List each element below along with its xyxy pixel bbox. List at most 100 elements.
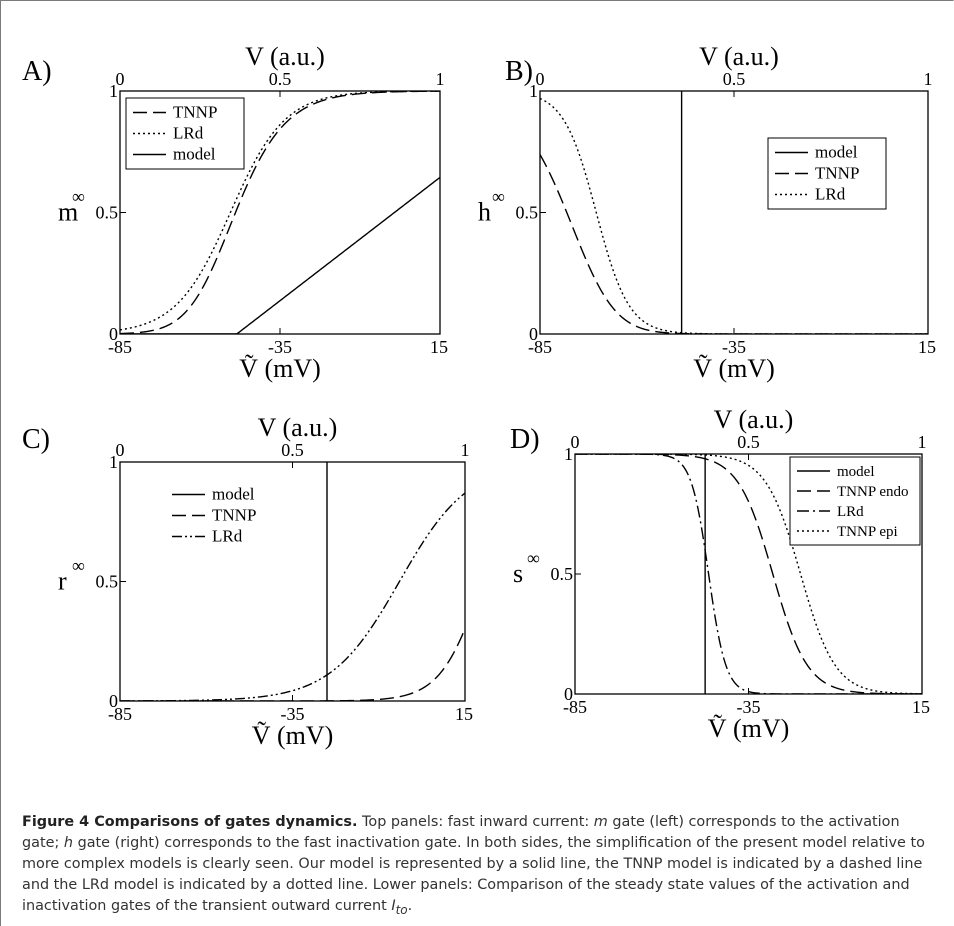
x-tick-label: -35	[268, 337, 292, 357]
caption-text-4: .	[407, 898, 413, 914]
x-tick-label: -85	[108, 704, 132, 724]
legend: model TNNP LRd	[172, 485, 256, 546]
panel-1: A) V (a.u.) 0 0.5 1 -85 -35 15 Ṽ (mV) 0 0.5 1 m∞ TNNP…	[22, 42, 448, 383]
x-axis-label: Ṽ (mV)	[252, 721, 334, 750]
y-tick-label: 0	[529, 324, 538, 344]
legend-box	[125, 97, 245, 170]
panel-label: B)	[505, 56, 533, 87]
y-tick-label: 0.5	[96, 572, 119, 592]
series-group	[120, 462, 465, 701]
series-group	[120, 91, 440, 334]
top-tick-label: 0	[571, 432, 580, 452]
legend-label: LRd	[173, 124, 204, 143]
y-tick-label: 0	[109, 324, 118, 344]
top-axis-label: V (a.u.)	[714, 405, 794, 434]
y-tick-label: 0.5	[551, 564, 574, 584]
legend-label: model	[815, 143, 858, 162]
panel-label: D)	[510, 424, 540, 455]
x-tick-label: -85	[528, 337, 552, 357]
y-axis-label: r	[58, 567, 67, 596]
x-axis-label: Ṽ (mV)	[693, 354, 775, 383]
series-group	[540, 91, 928, 334]
series-line-lrd	[540, 97, 928, 334]
figure-caption: Figure 4 Comparisons of gates dynamics. …	[22, 812, 937, 921]
y-tick-label: 1	[529, 81, 538, 101]
panel-4: D) V (a.u.) 0 0.5 1 -85 -35 15 Ṽ (mV) 0 0.5 1 s∞ mode…	[510, 405, 930, 743]
caption-text-2: gate (left) corresponds to the activatio…	[22, 814, 900, 851]
top-axis-label: V (a.u.)	[258, 413, 338, 442]
y-axis-label: m	[58, 198, 78, 227]
x-tick-label: 15	[912, 697, 930, 717]
top-tick-label: 0.5	[723, 69, 746, 89]
top-tick-label: 0.5	[281, 440, 304, 460]
legend: TNNP LRd model	[125, 97, 245, 170]
x-tick-label: -35	[737, 697, 761, 717]
y-axis-label-superscript: ∞	[72, 187, 85, 207]
x-axis-label: Ṽ (mV)	[239, 354, 321, 383]
y-axis-label: h	[478, 198, 491, 227]
x-axis-label: Ṽ (mV)	[708, 714, 790, 743]
caption-text-1: Top panels: fast inward current:	[357, 814, 594, 830]
legend-label: LRd	[212, 527, 243, 546]
panel-3: C) V (a.u.) 0 0.5 1 -85 -35 15 Ṽ (mV) 0 0.5 1 r∞ mode…	[22, 413, 473, 750]
caption-current-subscript: to	[395, 902, 408, 917]
y-axis-label-superscript: ∞	[527, 548, 540, 568]
legend-label: TNNP epi	[837, 524, 898, 540]
series-line-lrd	[120, 91, 440, 331]
series-group	[575, 454, 922, 694]
x-tick-label: -85	[108, 337, 132, 357]
x-tick-label: -85	[563, 697, 587, 717]
y-tick-label: 1	[109, 81, 118, 101]
y-tick-label: 1	[109, 452, 118, 472]
series-line-lrd	[575, 454, 922, 694]
x-tick-label: 15	[455, 704, 473, 724]
series-line-tnnp-endo	[575, 454, 922, 694]
legend-label: model	[173, 145, 216, 164]
plot-frame	[539, 90, 929, 335]
x-tick-label: 15	[918, 337, 936, 357]
top-tick-label: 1	[461, 440, 470, 460]
panel-label: C)	[22, 424, 50, 455]
top-tick-label: 1	[436, 69, 445, 89]
top-tick-label: 1	[924, 69, 933, 89]
legend-box	[789, 456, 921, 546]
series-line-model	[120, 176, 440, 334]
legend-label: TNNP	[173, 103, 217, 122]
series-line-lrd	[120, 492, 465, 701]
caption-title: Figure 4 Comparisons of gates dynamics.	[22, 814, 358, 830]
legend: model TNNP LRd	[767, 137, 887, 210]
top-tick-label: 0.5	[737, 432, 760, 452]
x-tick-label: 15	[430, 337, 448, 357]
y-axis-label-superscript: ∞	[72, 556, 85, 576]
y-tick-label: 0.5	[96, 203, 119, 223]
y-tick-label: 0.5	[516, 203, 539, 223]
top-tick-label: 1	[918, 432, 927, 452]
top-axis-label: V (a.u.)	[699, 42, 779, 71]
x-tick-label: -35	[722, 337, 746, 357]
top-axis-label: V (a.u.)	[245, 42, 325, 71]
caption-m: m	[593, 814, 608, 830]
panel-label: A)	[22, 56, 52, 87]
y-axis-label-superscript: ∞	[492, 187, 505, 207]
top-tick-label: 0	[116, 69, 125, 89]
legend-label: model	[212, 485, 255, 504]
legend-label: model	[837, 464, 875, 480]
top-tick-label: 0	[116, 440, 125, 460]
legend-label: TNNP	[815, 164, 859, 183]
y-tick-label: 0	[109, 691, 118, 711]
legend-label: TNNP	[212, 506, 256, 525]
caption-text-3: gate (right) corresponds to the fast ina…	[22, 835, 925, 914]
panel-2: B) V (a.u.) 0 0.5 1 -85 -35 15 Ṽ (mV) 0 0.5 1 h∞ mode…	[478, 42, 936, 383]
y-axis-label: s	[513, 559, 523, 588]
caption-h: h	[63, 835, 73, 851]
legend-label: LRd	[815, 185, 846, 204]
legend: model TNNP endo LRd TNNP epi	[789, 456, 921, 546]
y-tick-label: 0	[564, 684, 573, 704]
legend-label: LRd	[837, 504, 864, 520]
top-tick-label: 0.5	[269, 69, 292, 89]
x-tick-label: -35	[281, 704, 305, 724]
top-tick-label: 0	[536, 69, 545, 89]
caption-current-symbol: I	[391, 898, 396, 914]
